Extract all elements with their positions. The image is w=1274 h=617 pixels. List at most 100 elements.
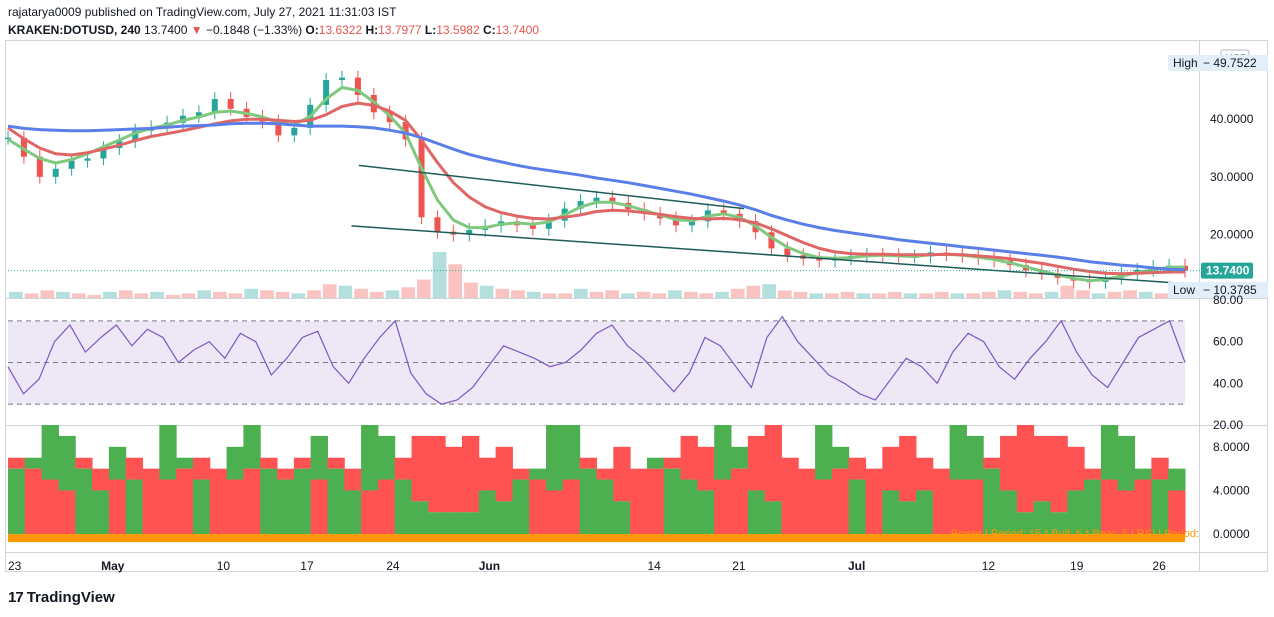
price-axis-tick: 40.0000	[1210, 112, 1254, 126]
power-bull-bar	[478, 490, 497, 535]
power-bull-bar	[646, 457, 665, 469]
volume-bar	[934, 291, 949, 298]
volume-bar	[87, 294, 102, 298]
volume-bar	[385, 290, 400, 298]
volume-bar	[511, 290, 525, 298]
power-bull-bar	[8, 468, 26, 535]
time-axis-tick: 12	[982, 559, 996, 573]
price-candle-body	[52, 168, 59, 177]
volume-bar	[291, 293, 306, 298]
ma-slow-line	[7, 121, 1186, 272]
power-bear-bar	[159, 479, 177, 535]
power-bull-bar	[966, 435, 984, 480]
upper-trendline	[358, 164, 745, 210]
chart-frame	[5, 40, 1268, 572]
price-change: −0.1848 (−1.33%)	[206, 23, 303, 37]
tradingview-logo-icon: 17	[8, 589, 24, 606]
power-bear-bar	[92, 468, 110, 491]
volume-bar	[526, 291, 541, 298]
power-bear-bar	[260, 457, 278, 469]
volume-bar	[950, 293, 965, 298]
rsi-axis-tick: 20.00	[1213, 418, 1243, 432]
volume-bar	[417, 279, 431, 298]
power-bull-bar	[159, 425, 177, 480]
power-bull-bar	[731, 446, 749, 469]
price-candle-body	[20, 137, 27, 157]
power-bull-bar	[75, 468, 93, 535]
power-bear-bar	[764, 425, 782, 502]
volume-bar	[24, 293, 39, 298]
power-bear-bar	[8, 457, 26, 469]
volume-bar	[558, 293, 572, 298]
price-candle-body	[609, 197, 616, 203]
low-value: − 10.3785	[1203, 283, 1257, 297]
power-bear-bar	[747, 435, 766, 491]
low-label-box	[1168, 282, 1268, 299]
power-bull-bar	[1016, 512, 1035, 535]
volume-bar	[589, 291, 604, 298]
power-bear-bar	[512, 468, 530, 480]
volume-bar	[919, 293, 933, 298]
volume-bar	[887, 291, 902, 298]
volume-bar	[1091, 293, 1106, 298]
power-bear-bar	[663, 457, 682, 469]
high-value: − 49.7522	[1203, 56, 1257, 70]
volume-bar	[746, 285, 761, 298]
low-value: 13.5982	[436, 23, 480, 37]
time-axis-tick: 17	[300, 559, 314, 573]
power-bear-bar	[428, 435, 446, 513]
volume-bar	[872, 293, 886, 298]
price-candle-body	[84, 158, 91, 161]
volume-bar	[354, 288, 368, 298]
price-axis-tick: 20.0000	[1210, 228, 1254, 242]
power-axis-tick: 8.0000	[1213, 440, 1250, 454]
power-bull-bar	[176, 457, 194, 469]
power-bull-bar	[680, 479, 698, 535]
power-bull-bar	[108, 446, 127, 480]
power-bear-bar	[24, 468, 43, 535]
power-bull-bar	[546, 425, 564, 491]
symbol-label[interactable]: KRAKEN:DOTUSD, 240	[8, 23, 141, 37]
power-bull-bar	[1000, 490, 1018, 535]
last-price-badge	[1201, 262, 1253, 279]
volume-bar	[40, 290, 55, 298]
volume-bar	[432, 252, 447, 298]
price-candle-body	[688, 221, 695, 226]
power-bull-bar	[714, 425, 732, 480]
power-bear-bar	[41, 479, 59, 535]
power-bear-bar	[815, 479, 833, 535]
power-bear-bar	[243, 468, 261, 535]
tradingview-logo[interactable]: 17 TradingView	[8, 589, 115, 606]
rsi-axis-tick: 80.00	[1213, 293, 1243, 307]
volume-bar	[1044, 291, 1059, 298]
power-bear-bar	[1050, 435, 1068, 513]
power-bull-bar	[915, 490, 934, 535]
power-bear-bar	[1134, 479, 1152, 535]
volume-bar	[683, 291, 698, 298]
high-label-box	[1168, 54, 1268, 71]
power-bull-bar	[411, 501, 429, 535]
power-bear-bar	[966, 479, 984, 535]
power-bull-bar	[831, 446, 850, 469]
price-candle-body	[275, 121, 282, 136]
power-bull-bar	[764, 501, 782, 535]
lower-trendline	[351, 225, 1186, 285]
price-candle-body	[132, 130, 139, 142]
power-bear-bar	[192, 457, 211, 480]
power-bull-bar	[192, 479, 211, 535]
power-bull-bar	[260, 468, 278, 535]
rsi-axis-tick: 60.00	[1213, 335, 1243, 349]
volume-bar	[150, 291, 164, 298]
volume-bar	[1029, 293, 1043, 298]
price-candle-body	[195, 112, 202, 116]
power-bear-bar	[932, 468, 951, 535]
volume-bar	[1123, 290, 1137, 298]
power-bear-bar	[562, 479, 581, 535]
power-bear-bar	[949, 479, 967, 535]
power-bear-bar	[310, 479, 328, 535]
power-bull-bar	[226, 446, 244, 480]
power-bear-bar	[680, 435, 698, 480]
power-bear-bar	[1084, 468, 1102, 480]
time-axis-tick: 14	[647, 559, 661, 573]
